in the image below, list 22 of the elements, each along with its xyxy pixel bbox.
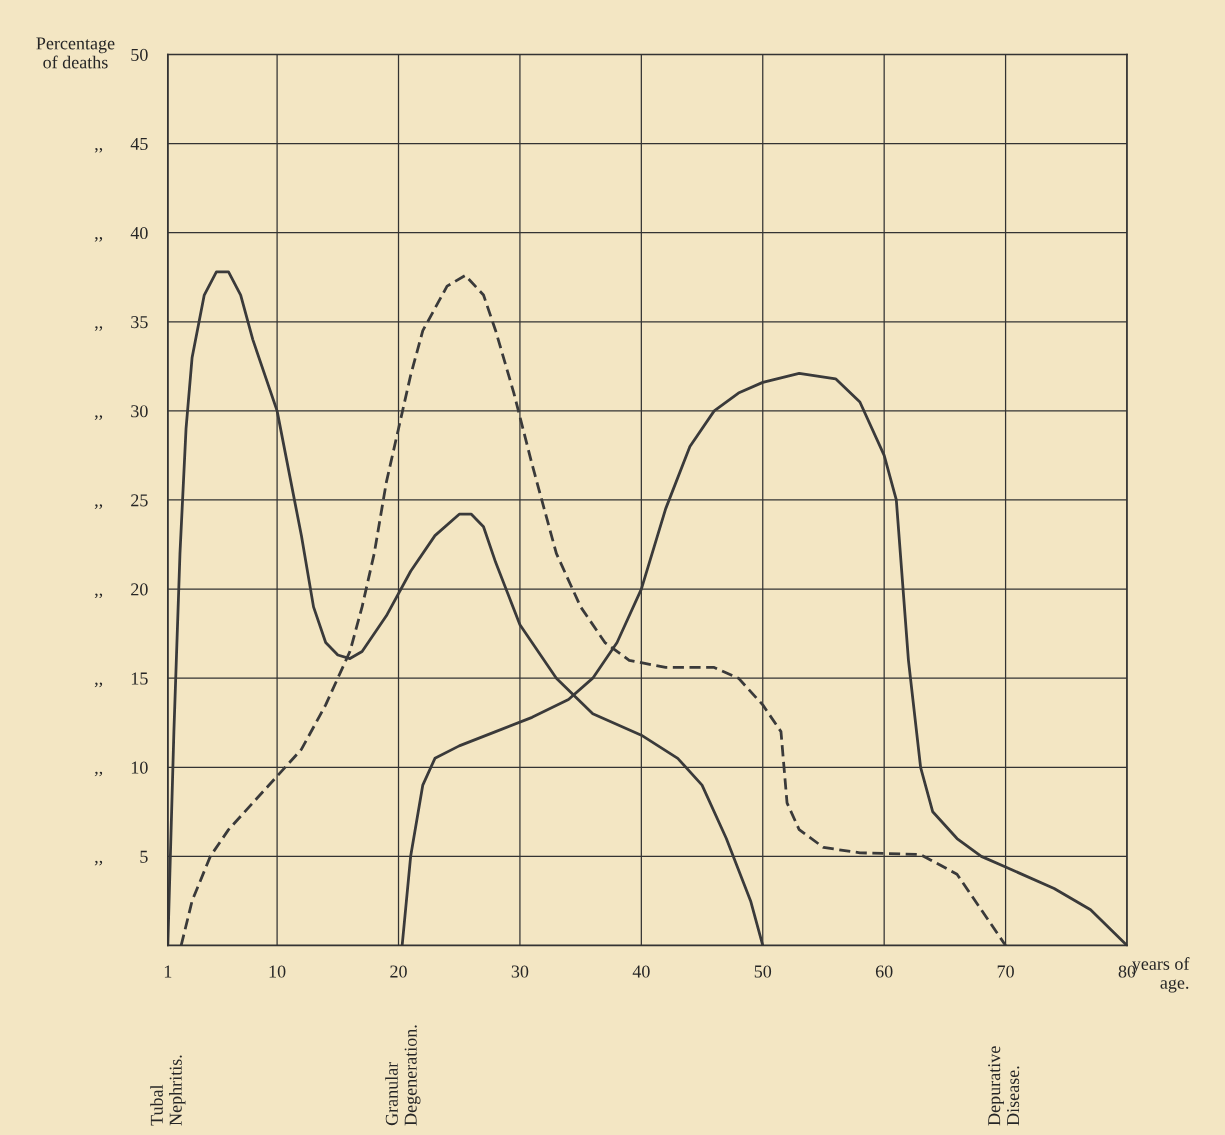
- x-tick-label: 50: [754, 965, 772, 978]
- y-tick-label: ,, 20: [94, 583, 148, 599]
- text: Depurative Disease.: [988, 1046, 1020, 1126]
- text: Tubal Nephritis.: [150, 1055, 186, 1126]
- y-tick-label: ,, 35: [94, 316, 148, 331]
- y-tick-label: ,, 10: [94, 761, 148, 777]
- x-tick-label: 60: [875, 965, 893, 978]
- x-tick-label: 40: [632, 965, 650, 978]
- text: Granular Degeneration.: [385, 1025, 421, 1126]
- x-tick-label: 70: [997, 965, 1014, 978]
- x-tick-label: 1: [164, 965, 172, 978]
- x-tick-label: 30: [511, 965, 529, 978]
- y-tick-label: ,, 5: [94, 850, 148, 866]
- y-tick-label: ,, 45: [94, 137, 148, 153]
- y-tick-label: 50: [131, 48, 148, 61]
- y-tick-label: ,, 40: [94, 226, 148, 242]
- y-tick-label: ,, 30: [94, 405, 148, 420]
- y-tick-label: ,, 25: [94, 494, 148, 510]
- y-tick-label: ,, 15: [94, 672, 148, 688]
- x-tick-label: 10: [269, 965, 286, 978]
- y-axis-title: Percentage of deaths: [36, 37, 115, 69]
- x-tick-label: 20: [390, 965, 407, 978]
